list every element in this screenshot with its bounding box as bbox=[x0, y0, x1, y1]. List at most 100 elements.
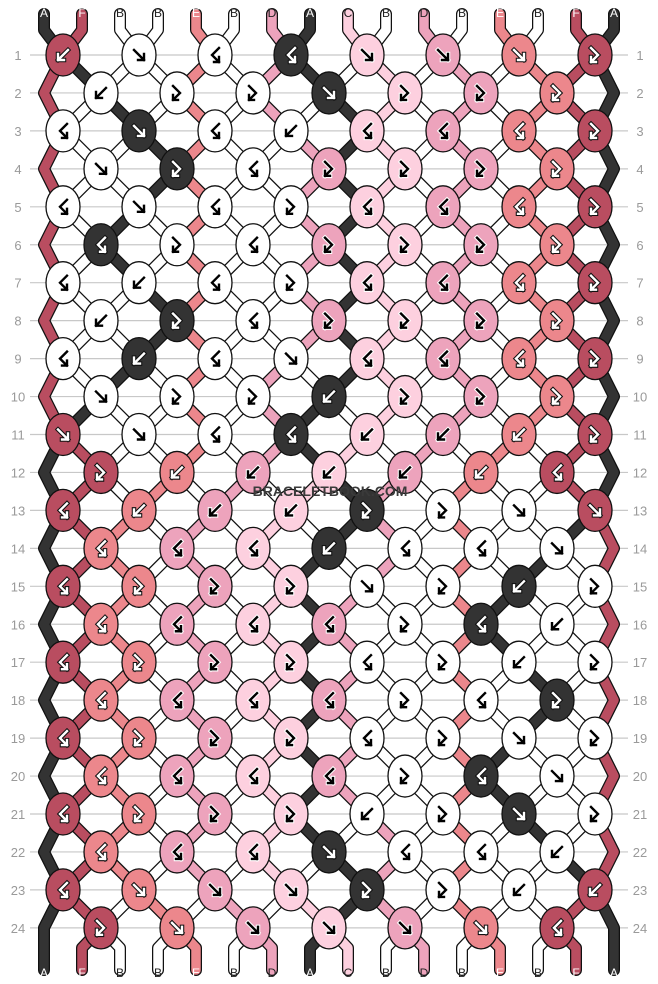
knot bbox=[83, 602, 119, 646]
row-number-right: 9 bbox=[636, 352, 643, 367]
arrow-bf-icon bbox=[96, 236, 107, 254]
arrow-bf-icon bbox=[210, 198, 221, 216]
knot bbox=[539, 906, 575, 950]
arrow-fb-icon bbox=[589, 198, 600, 216]
knot bbox=[311, 71, 347, 115]
knot bbox=[159, 678, 195, 722]
knot bbox=[273, 868, 309, 912]
knot bbox=[501, 185, 537, 229]
row-number-left: 11 bbox=[11, 428, 25, 443]
arrow-f-icon bbox=[132, 427, 146, 442]
arrow-bf-icon bbox=[96, 843, 107, 861]
row-number-left: 24 bbox=[11, 921, 25, 936]
arrow-b-icon bbox=[284, 503, 298, 518]
arrow-fb-icon bbox=[475, 84, 486, 102]
knot bbox=[121, 33, 157, 77]
arrow-bf-icon bbox=[58, 274, 69, 292]
arrow-bf-icon bbox=[172, 539, 183, 558]
arrow-fb-icon bbox=[133, 653, 144, 671]
arrow-bf-icon bbox=[248, 311, 259, 330]
arrow-bf-icon bbox=[476, 691, 487, 709]
row-number-left: 16 bbox=[11, 617, 25, 632]
strands bbox=[38, 8, 620, 976]
arrow-fb-icon bbox=[589, 729, 600, 747]
knot bbox=[425, 412, 461, 457]
knot bbox=[577, 109, 613, 153]
knot bbox=[311, 147, 347, 191]
row-number-right: 22 bbox=[633, 845, 647, 860]
knot bbox=[425, 261, 461, 305]
knot bbox=[83, 450, 119, 495]
knot bbox=[197, 33, 233, 77]
arrow-b-icon bbox=[246, 465, 260, 480]
arrow-fb-icon bbox=[589, 349, 600, 368]
arrow-b-icon bbox=[132, 276, 146, 290]
arrow-f-icon bbox=[436, 48, 450, 62]
knot bbox=[197, 640, 233, 684]
knot bbox=[501, 261, 537, 305]
strand-B bbox=[210, 9, 410, 975]
knot bbox=[311, 906, 347, 950]
knot bbox=[83, 906, 119, 950]
arrow-bf-icon bbox=[476, 767, 487, 785]
knot bbox=[387, 754, 423, 798]
knot bbox=[349, 488, 385, 533]
knot bbox=[349, 412, 385, 457]
arrow-b-icon bbox=[512, 883, 526, 897]
arrow-bf-icon bbox=[324, 691, 335, 709]
arrow-bf-icon bbox=[400, 539, 411, 558]
row-number-right: 19 bbox=[633, 731, 647, 746]
row-number-left: 8 bbox=[14, 314, 21, 329]
string-label-top: B bbox=[230, 6, 238, 20]
knot bbox=[197, 185, 233, 229]
knot bbox=[349, 336, 385, 381]
knot bbox=[463, 526, 499, 570]
knot bbox=[387, 223, 423, 267]
arrow-fb-icon bbox=[323, 236, 334, 254]
arrow-bf-icon bbox=[58, 729, 69, 747]
knot bbox=[235, 374, 271, 419]
knot bbox=[121, 412, 157, 457]
string-label-top: C bbox=[344, 6, 353, 20]
arrow-b-icon bbox=[94, 86, 108, 100]
arrow-f-icon bbox=[132, 48, 146, 62]
arrow-bf-icon bbox=[248, 160, 259, 178]
string-labels: A F B B E B D A C B D B E B F A A F B B E B D A C B D B E B F A bbox=[40, 6, 618, 980]
row-number-right: 17 bbox=[633, 655, 647, 670]
arrow-fb-icon bbox=[437, 881, 448, 899]
knot bbox=[463, 906, 499, 950]
arrow-bf-icon bbox=[96, 615, 107, 633]
arrow-f-icon bbox=[360, 48, 374, 62]
row-number-left: 2 bbox=[14, 86, 21, 101]
arrow-bf-icon bbox=[172, 615, 183, 633]
knot bbox=[197, 716, 233, 760]
knot bbox=[197, 261, 233, 305]
arrow-b-icon bbox=[284, 124, 298, 138]
arrow-fb-icon bbox=[399, 160, 410, 178]
knot bbox=[349, 109, 385, 153]
knot bbox=[197, 336, 233, 381]
arrow-f-icon bbox=[512, 807, 526, 821]
knot bbox=[349, 185, 385, 229]
knot bbox=[121, 336, 157, 381]
knot bbox=[425, 185, 461, 229]
strand-D bbox=[172, 9, 334, 975]
knot bbox=[45, 716, 81, 760]
arrow-f-icon bbox=[512, 731, 526, 745]
row-number-left: 5 bbox=[14, 200, 21, 215]
arrow-fb-icon bbox=[399, 236, 410, 254]
knot bbox=[83, 374, 119, 419]
knot bbox=[235, 450, 271, 495]
knot bbox=[387, 71, 423, 115]
arrow-fb-icon bbox=[285, 729, 296, 747]
row-number-right: 2 bbox=[636, 86, 643, 101]
strand-F bbox=[39, 9, 106, 975]
knot bbox=[349, 564, 385, 608]
knot bbox=[121, 261, 157, 305]
knot bbox=[45, 109, 81, 153]
arrow-fb-icon bbox=[437, 729, 448, 747]
knot bbox=[311, 374, 347, 419]
arrow-b-icon bbox=[436, 427, 450, 442]
strand-C bbox=[248, 9, 410, 975]
row-number-right: 13 bbox=[633, 503, 647, 518]
